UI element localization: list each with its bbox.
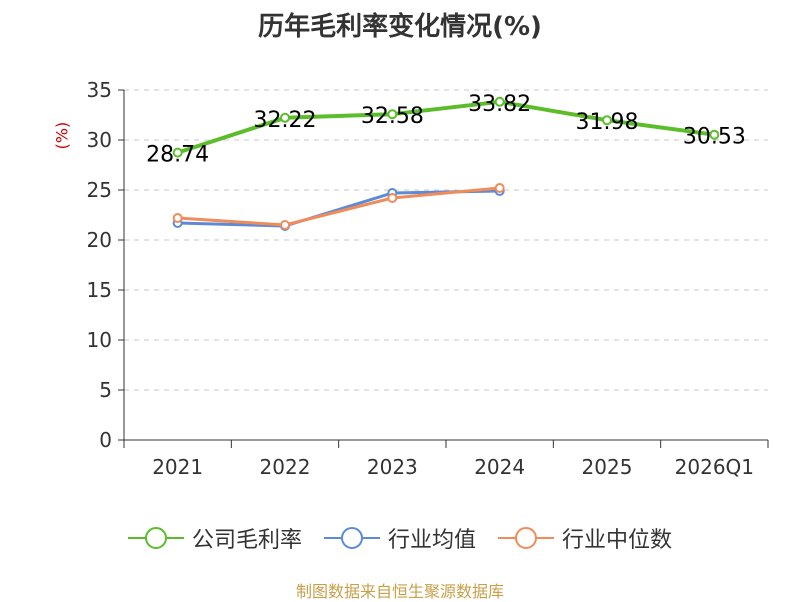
y-tick-label-15: 15 (87, 278, 112, 302)
x-tick-label-2022: 2022 (260, 455, 311, 479)
legend-item-industry-median[interactable]: 行业中位数 (498, 522, 672, 554)
legend-item-company[interactable]: 公司毛利率 (127, 522, 302, 554)
series-0-point-2026Q1 (709, 129, 720, 140)
y-tick-label-20: 20 (87, 228, 112, 252)
x-tick-label-2023: 2023 (367, 455, 418, 479)
legend-label-industry-median: 行业中位数 (562, 528, 673, 553)
legend-swatch-industry-median (498, 525, 554, 551)
series-0-point-2023 (387, 109, 398, 120)
y-tick-label-35: 35 (87, 78, 112, 102)
x-tick-label-2021: 2021 (152, 455, 203, 479)
data-label-2021: 28.74 (146, 143, 209, 168)
x-tick-label-2025: 2025 (582, 455, 633, 479)
legend-swatch-industry-mean (323, 525, 380, 551)
x-tick-label-2026Q1: 2026Q1 (675, 455, 754, 479)
data-label-2023: 32.58 (361, 104, 424, 129)
series-0-point-2022 (280, 112, 290, 123)
data-label-2024: 33.82 (468, 92, 531, 117)
series-0-point-2025 (602, 115, 612, 126)
series-0-point-2024 (494, 96, 505, 107)
x-tick-label-2024: 2024 (474, 455, 525, 479)
chart-title: 历年毛利率变化情况(%) (258, 12, 542, 42)
series-2-point-2023 (387, 193, 398, 203)
series-2-point-2022 (280, 220, 290, 230)
series-2-point-2024 (494, 183, 505, 193)
data-label-2022: 32.22 (254, 108, 317, 133)
legend-swatch-company (127, 525, 184, 551)
legend-item-industry-mean[interactable]: 行业均值 (323, 522, 476, 554)
data-label-2026Q1: 30.53 (683, 125, 746, 150)
y-tick-label-25: 25 (87, 178, 112, 202)
series-2-point-2021 (172, 213, 183, 223)
legend: 公司毛利率 行业均值 行业中位数 (0, 520, 800, 556)
data-source-note: 制图数据来自恒生聚源数据库 (295, 582, 504, 601)
series-line-0 (177, 99, 715, 155)
y-tick-label-30: 30 (87, 128, 112, 152)
legend-label-industry-mean: 行业均值 (387, 528, 476, 553)
series-0-point-2021 (172, 147, 183, 158)
y-tick-label-10: 10 (87, 328, 112, 352)
legend-label-company: 公司毛利率 (191, 528, 302, 553)
data-label-2025: 31.98 (576, 110, 639, 135)
series-line-2 (177, 186, 500, 227)
y-tick-label-5: 5 (99, 378, 112, 402)
y-tick-label-0: 0 (99, 428, 112, 452)
